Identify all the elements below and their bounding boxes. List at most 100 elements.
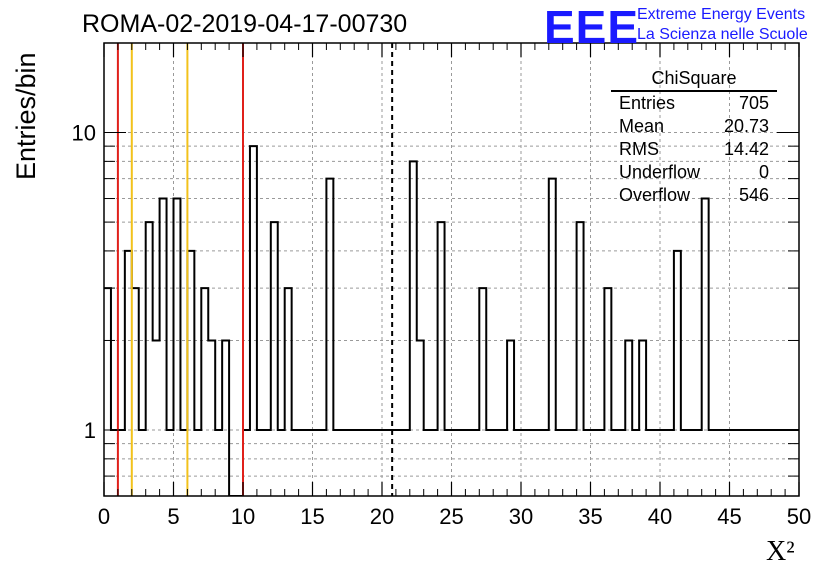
histogram-bin [493,430,500,496]
histogram-bin [118,430,125,496]
histogram-bin [716,430,723,496]
histogram-bin [750,430,757,496]
histogram-bin [347,430,354,496]
stats-label: Overflow [619,185,691,205]
histogram-bin [535,430,542,496]
histogram-bin [194,430,201,496]
histogram-bin [563,430,570,496]
histogram-bin [723,430,730,496]
x-tick-label: 50 [787,504,811,529]
histogram-bin [660,430,667,496]
histogram-bin [222,340,229,496]
histogram-outline [104,145,799,496]
histogram-bin [632,430,639,496]
y-tick-label: 1 [84,418,96,443]
histogram-bin [431,430,438,496]
histogram-bin [792,430,799,496]
histogram-bin [667,430,674,496]
y-axis-label: Entries/bin [11,52,41,180]
logo-line-1: Extreme Energy Events [637,6,806,23]
histogram-bin [528,430,535,496]
histogram-bin [180,430,187,496]
histogram-bin [215,430,222,496]
histogram-bin [486,430,493,496]
histogram-bin [139,430,146,496]
histogram-bin [375,430,382,496]
histogram-bin [827,430,834,496]
histogram-bin [570,430,577,496]
histogram-bin [458,430,465,496]
histogram-bin [688,430,695,496]
histogram-bin [111,430,118,496]
stats-value: 14.42 [723,139,769,159]
stats-row-entries: Entries 705 [611,92,777,115]
histogram-bin [174,199,181,496]
x-tick-label: 15 [300,504,324,529]
stats-label: Underflow [619,162,701,182]
stats-value: 705 [738,93,769,113]
y-tick-labels: 1 10 [72,121,96,443]
histogram-bin [104,288,111,496]
logo-line-2: La Scienza nelle Scuole [637,26,808,43]
x-tick-labels: 0 5 10 15 20 25 30 35 40 45 50 [98,504,811,529]
histogram-bin [764,430,771,496]
x-tick-label: 40 [648,504,672,529]
histogram-bin [604,288,611,496]
x-tick-label: 5 [167,504,179,529]
histogram-bars [104,145,834,496]
histogram-bin [424,430,431,496]
histogram-bin [271,222,278,496]
histogram-bin [167,430,174,496]
histogram-bin [625,340,632,496]
histogram-bin [757,430,764,496]
histogram-bin [771,430,778,496]
histogram-bin [306,430,313,496]
histogram-bin [674,251,681,496]
histogram-bin [208,340,215,496]
histogram-bin [132,288,139,496]
histogram-bin [403,430,410,496]
stats-value: 20.73 [723,116,769,136]
y-axis-label-box: Entries/bin [4,52,44,310]
histogram-bin [278,430,285,496]
stats-row-mean: Mean 20.73 [611,115,777,138]
histogram-bin [243,430,250,496]
histogram-bin [326,179,333,496]
histogram-bin [702,199,709,496]
axis-ticks [103,42,800,497]
histogram-bin [354,430,361,496]
histogram-bin [646,430,653,496]
chart-title: ROMA-02-2019-04-17-00730 [82,10,408,38]
stats-value: 546 [738,185,769,205]
grid [104,42,799,497]
histogram-bin [187,251,194,496]
histogram-bin [799,430,806,496]
histogram-bin [806,430,813,496]
histogram-bin [597,430,604,496]
stats-label: RMS [619,139,659,159]
logo-mark: EEE [544,1,640,53]
histogram-bin [368,430,375,496]
histogram-bin [813,430,820,496]
x-tick-label: 35 [578,504,602,529]
histogram-bin [396,430,403,496]
histogram-bin [618,430,625,496]
histogram-bin [507,340,514,496]
stats-row-rms: RMS 14.42 [611,138,777,161]
histogram-bin [146,222,153,496]
stats-box: ChiSquare Entries 705 Mean 20.73 RMS 14.… [611,66,777,207]
marker-lines [116,43,394,496]
y-tick-label: 10 [72,121,96,146]
x-axis-label: X² [766,536,795,567]
histogram-bin [153,340,160,496]
histogram-bin [743,430,750,496]
histogram-bin [361,430,368,496]
histogram-bin [577,222,584,496]
histogram-bin [319,430,326,496]
histogram-bin [160,199,167,496]
histogram-bin [257,430,264,496]
histogram-bin [438,222,445,496]
histogram-bin [542,430,549,496]
histogram-bin [340,430,347,496]
